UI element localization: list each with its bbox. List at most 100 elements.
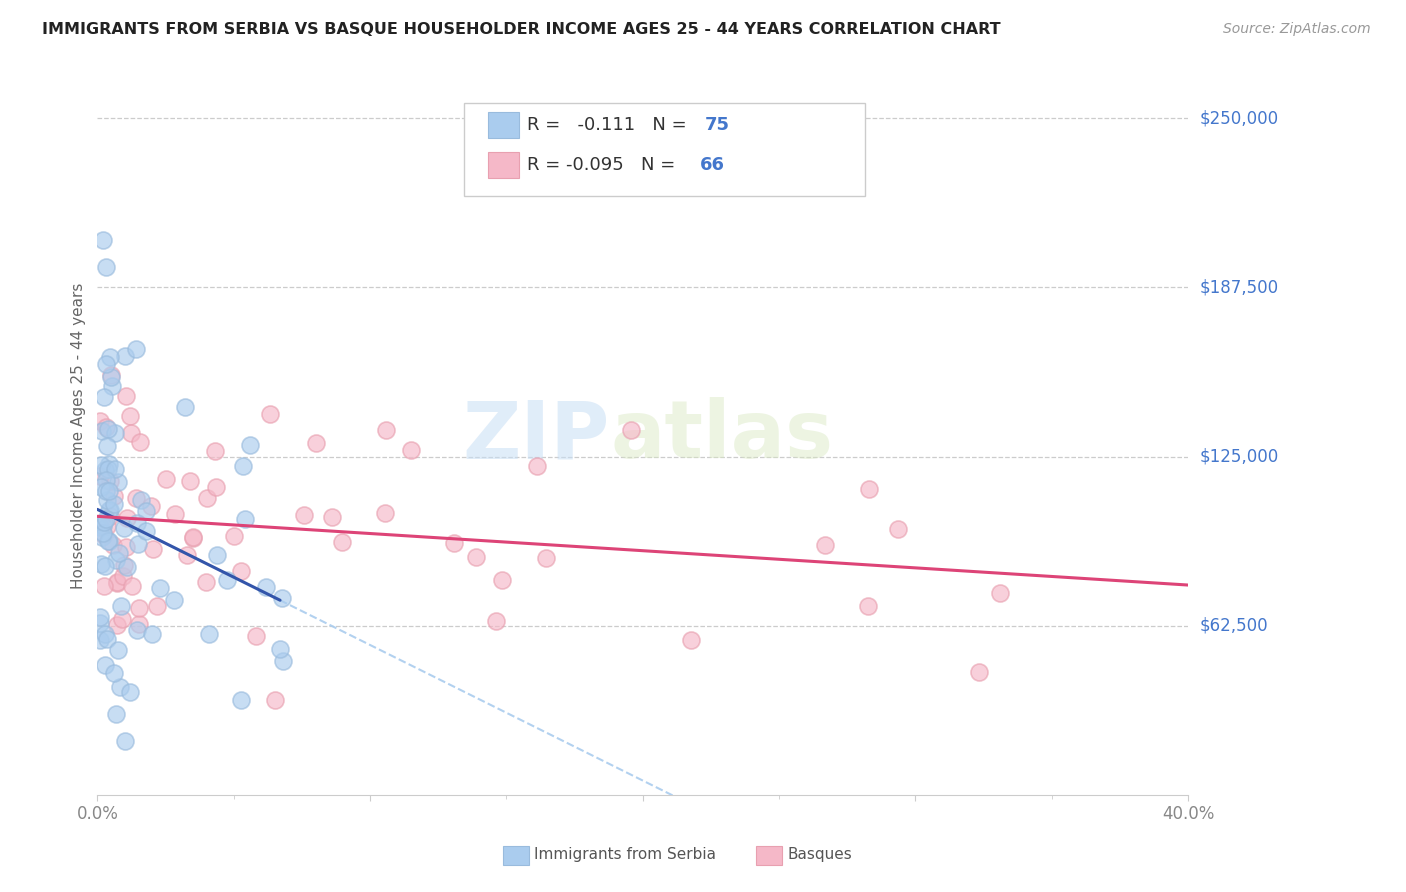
Point [101, 538, 124, 552]
Point [263, 693, 285, 707]
Point [111, 611, 134, 625]
Point [98, 533, 121, 548]
Point [91, 233, 114, 247]
Point [127, 537, 149, 551]
Point [321, 510, 343, 524]
Point [205, 548, 228, 562]
Point [967, 665, 990, 679]
Point [141, 627, 163, 641]
Point [399, 443, 422, 458]
Point [101, 379, 124, 393]
Point [93, 527, 115, 541]
Point [988, 586, 1011, 600]
Point [115, 511, 138, 525]
Point [165, 507, 187, 521]
Point [94, 512, 117, 526]
Point [128, 601, 150, 615]
Point [96, 493, 118, 508]
Point [259, 407, 281, 421]
Point [90, 530, 112, 544]
Point [222, 529, 245, 543]
Point [233, 512, 256, 526]
Point [304, 436, 326, 450]
Point [526, 458, 548, 473]
Point [90, 480, 112, 494]
Point [155, 472, 177, 486]
Point [90, 458, 112, 473]
Point [107, 475, 129, 490]
Point [110, 599, 132, 613]
Point [105, 575, 128, 590]
Point [125, 342, 148, 356]
Point [94, 420, 117, 434]
Point [128, 434, 150, 449]
Point [105, 575, 128, 590]
Point [98, 350, 121, 364]
Text: $250,000: $250,000 [1199, 109, 1278, 127]
Point [93, 515, 115, 529]
Point [98, 503, 121, 517]
Point [464, 549, 486, 564]
Point [181, 531, 204, 545]
Point [536, 550, 558, 565]
Text: $187,500: $187,500 [1199, 278, 1278, 296]
Point [89, 468, 111, 483]
Point [89, 615, 111, 630]
Point [129, 493, 152, 508]
Point [176, 548, 198, 562]
Point [814, 537, 837, 551]
Point [104, 425, 127, 440]
Point [94, 627, 117, 641]
Point [679, 632, 702, 647]
Text: $62,500: $62,500 [1199, 616, 1268, 635]
Point [270, 591, 292, 605]
Point [374, 423, 396, 437]
Point [104, 553, 127, 567]
Point [121, 426, 143, 441]
Point [229, 693, 252, 707]
Point [94, 463, 117, 477]
Point [238, 438, 260, 452]
Point [96, 357, 118, 371]
Point [97, 421, 120, 435]
Point [94, 658, 117, 673]
Point [173, 401, 195, 415]
Point [245, 629, 267, 643]
Point [96, 484, 118, 499]
Point [89, 520, 111, 534]
Point [232, 458, 254, 473]
Point [179, 474, 201, 488]
Point [105, 618, 128, 632]
Point [330, 535, 353, 549]
Point [114, 389, 136, 403]
Point [858, 482, 880, 496]
Point [96, 632, 118, 646]
Text: $125,000: $125,000 [1199, 448, 1278, 466]
Point [97, 458, 120, 472]
Point [94, 558, 117, 573]
Point [107, 643, 129, 657]
Point [111, 569, 134, 583]
Text: Immigrants from Serbia: Immigrants from Serbia [534, 847, 716, 862]
Point [114, 734, 136, 748]
Point [135, 524, 157, 538]
Point [93, 390, 115, 404]
Text: IMMIGRANTS FROM SERBIA VS BASQUE HOUSEHOLDER INCOME AGES 25 - 44 YEARS CORRELATI: IMMIGRANTS FROM SERBIA VS BASQUE HOUSEHO… [42, 22, 1001, 37]
Point [183, 530, 205, 544]
Point [103, 497, 125, 511]
Point [229, 564, 252, 578]
Point [96, 519, 118, 533]
Point [128, 616, 150, 631]
Point [254, 580, 277, 594]
Point [94, 260, 117, 274]
Text: Basques: Basques [787, 847, 852, 862]
Point [91, 424, 114, 438]
Text: R =   -0.111   N =: R = -0.111 N = [527, 116, 693, 134]
Point [121, 579, 143, 593]
Point [204, 443, 226, 458]
Text: atlas: atlas [610, 397, 834, 475]
Point [269, 642, 291, 657]
Point [292, 508, 315, 523]
Point [100, 370, 122, 384]
Point [104, 462, 127, 476]
